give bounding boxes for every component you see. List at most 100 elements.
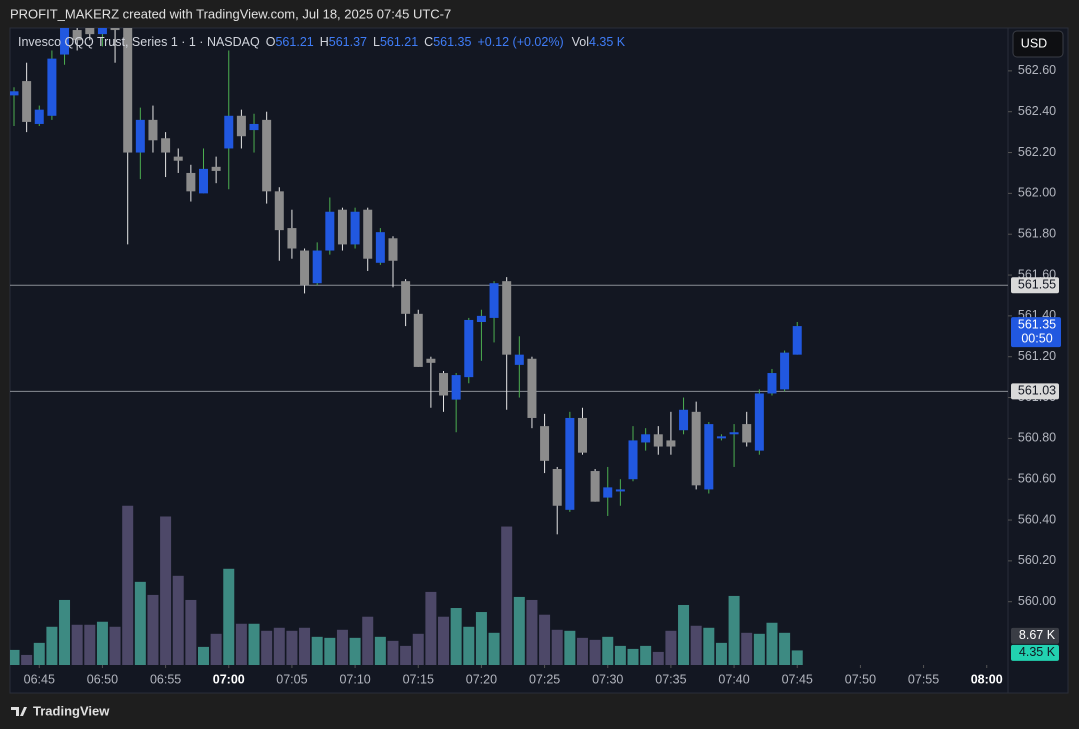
y-tick-label: 560.80 (1018, 431, 1056, 445)
candle-body (426, 358, 436, 363)
candle-body (413, 313, 423, 367)
volume-bar (665, 630, 677, 665)
legend-item: Invesco QQQ Trust, Series 1 · 1 · NASDAQ (18, 35, 260, 49)
volume-bar (412, 633, 424, 665)
volume-bar (336, 629, 348, 665)
currency-label[interactable]: USD (1021, 36, 1047, 50)
volume-bar (513, 596, 525, 665)
volume-bar (122, 505, 134, 665)
candle-body (72, 30, 82, 41)
volume-bar (728, 595, 740, 665)
x-tick-label: 06:50 (87, 672, 118, 686)
currency-button[interactable] (1012, 30, 1064, 58)
volume-bar (400, 645, 412, 665)
candle-body (527, 358, 537, 418)
candle-body (47, 58, 57, 116)
volume-bar (261, 630, 273, 665)
candle-body (666, 440, 676, 447)
volume-last-box (1011, 644, 1059, 661)
x-tick-label: 07:40 (718, 672, 749, 686)
candle-body (135, 119, 145, 153)
legend: Invesco QQQ Trust, Series 1 · 1 · NASDAQ… (18, 35, 626, 49)
candle-body (489, 283, 499, 318)
candle-body (300, 250, 310, 286)
volume-bar (741, 632, 753, 665)
volume-bar (134, 581, 146, 665)
candle-body (325, 211, 335, 251)
candle-body (10, 91, 19, 96)
footer: TradingView (33, 703, 110, 718)
axes: 560.00560.20560.40560.60560.80561.00561.… (24, 63, 1061, 686)
candle-body (464, 319, 474, 378)
price-line-label: 561.55 (1018, 278, 1056, 292)
volume-bar (160, 516, 172, 665)
candle-body (350, 211, 360, 245)
footer-logo (11, 707, 27, 716)
volume-bar (690, 625, 702, 665)
y-tick-label: 560.40 (1018, 512, 1056, 526)
candle-body (148, 119, 158, 141)
last-price-label: 561.35 (1018, 317, 1056, 331)
y-tick-label: 560.20 (1018, 553, 1056, 567)
legend-item: 561.21 (380, 35, 418, 49)
candle-body (123, 28, 133, 153)
volume-bar (10, 649, 20, 665)
volume-bar (210, 633, 222, 665)
volume-bar (362, 616, 374, 665)
volume-bar (791, 650, 803, 665)
volume-bar (526, 599, 538, 665)
candle-body (110, 28, 120, 31)
volume-bar (33, 642, 45, 665)
volume-bar (109, 626, 121, 665)
volume-last-label: 4.35 K (1019, 645, 1056, 659)
volume-bar (501, 526, 513, 665)
volume-bar (703, 627, 715, 665)
candle-body (577, 417, 587, 453)
volume-bar (475, 612, 487, 665)
volume-bar (539, 614, 551, 665)
candle-body (198, 168, 208, 194)
x-tick-label: 07:55 (908, 672, 939, 686)
y-tick-label: 560.60 (1018, 472, 1056, 486)
volume-bar (640, 645, 652, 665)
candle-body (615, 489, 625, 492)
candle-body (767, 373, 777, 394)
candle-body (262, 119, 272, 192)
y-tick-label: 562.40 (1018, 104, 1056, 118)
legend-item: +0.12 (+0.02%) (477, 35, 563, 49)
legend-item: 561.35 (433, 35, 471, 49)
candle-body (603, 487, 613, 498)
y-tick-label: 561.80 (1018, 227, 1056, 241)
x-tick-label: 07:15 (403, 672, 434, 686)
candle-body (85, 28, 95, 35)
candle-body (312, 250, 322, 284)
volume-bar (374, 636, 386, 665)
candle-body (754, 393, 764, 451)
legend-item: 561.21 (275, 35, 313, 49)
x-tick-label: 07:10 (339, 672, 370, 686)
volume-bar (753, 633, 765, 665)
countdown: 00:50 (1021, 331, 1052, 345)
volume-bar (425, 591, 437, 665)
candle-body (742, 424, 752, 443)
volume-bar (286, 630, 298, 665)
legend-item: C (424, 35, 433, 49)
candle-body (590, 471, 600, 502)
candle-body (375, 232, 385, 263)
candle-body (451, 375, 461, 400)
candle-body (337, 209, 347, 245)
candle-body (653, 434, 663, 447)
candle-body (401, 281, 411, 314)
volume-bar (551, 629, 563, 665)
candle-body (502, 281, 512, 355)
candle-body (679, 409, 689, 431)
y-tick-label: 562.20 (1018, 145, 1056, 159)
candle-body (716, 436, 726, 439)
candle-body (173, 156, 183, 161)
volume-bar (223, 568, 235, 665)
candle-body (211, 166, 221, 171)
volume-average-box (1011, 627, 1059, 644)
plot-area (10, 28, 1008, 665)
